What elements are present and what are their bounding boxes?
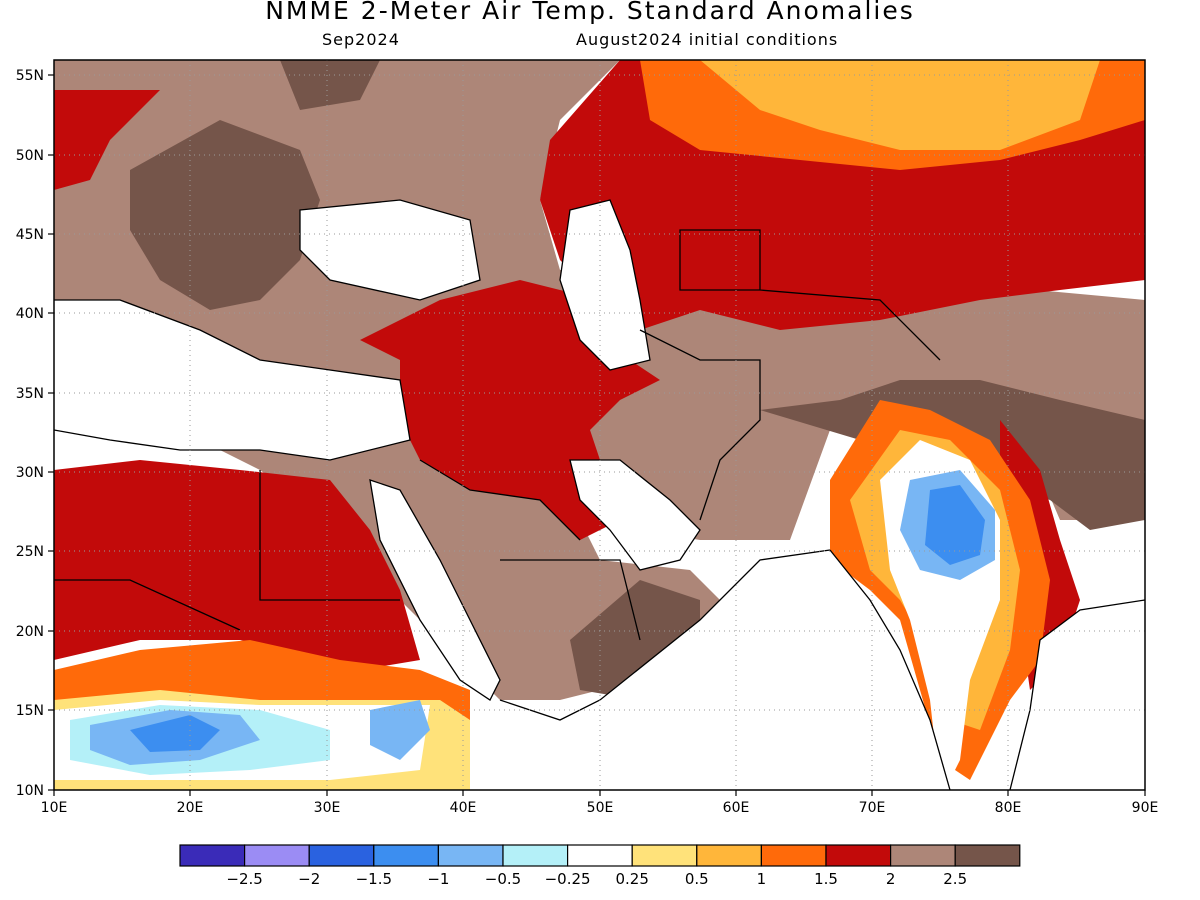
colorbar-label: −1.5 bbox=[356, 870, 392, 888]
lon-label: 90E bbox=[1132, 800, 1159, 816]
colorbar-label: −2.5 bbox=[226, 870, 262, 888]
colorbar-swatch bbox=[244, 844, 310, 867]
colorbar-swatch bbox=[179, 844, 246, 867]
colorbar-label: 1.5 bbox=[814, 870, 838, 888]
initial-conditions: August2024 initial conditions bbox=[576, 30, 839, 49]
colorbar-label: −2 bbox=[298, 870, 320, 888]
light-blue-ethiopia bbox=[370, 700, 430, 760]
lat-label: 50N bbox=[16, 148, 44, 164]
coast-india-west bbox=[829, 549, 951, 790]
colorbar-label: −1 bbox=[427, 870, 449, 888]
lat-label: 45N bbox=[16, 227, 44, 243]
colorbar-label: 2 bbox=[886, 870, 896, 888]
coastlines bbox=[54, 199, 1145, 790]
light-orange-kazakh bbox=[700, 60, 1100, 150]
lon-label: 80E bbox=[995, 800, 1022, 816]
colorbar-label: −0.25 bbox=[545, 870, 591, 888]
lat-label: 15N bbox=[16, 703, 44, 719]
border-arabia bbox=[419, 459, 641, 641]
colorbar-label: 2.5 bbox=[943, 870, 967, 888]
colorbar-swatch bbox=[631, 844, 698, 867]
lon-label: 60E bbox=[723, 800, 750, 816]
lon-label: 10E bbox=[41, 800, 68, 816]
colorbar-swatch bbox=[566, 844, 633, 867]
lat-label: 20N bbox=[16, 624, 44, 640]
dark-brown-north bbox=[280, 60, 380, 110]
blue-sahel bbox=[130, 715, 220, 752]
border-central-asia bbox=[679, 229, 941, 361]
lon-label: 30E bbox=[314, 800, 341, 816]
colorbar bbox=[179, 844, 1021, 867]
red-sahara bbox=[54, 460, 420, 670]
colorbar-swatch bbox=[437, 844, 504, 867]
lat-label: 35N bbox=[16, 386, 44, 402]
persian-gulf bbox=[570, 460, 700, 570]
colorbar-swatch bbox=[308, 844, 375, 867]
blue-india bbox=[925, 485, 985, 565]
latitude-labels: 55N 50N 45N 40N 35N 30N 25N 20N 15N 10N bbox=[16, 68, 44, 799]
red-europe-west bbox=[54, 90, 160, 190]
colorbar-swatch bbox=[502, 844, 569, 867]
lon-label: 70E bbox=[859, 800, 886, 816]
colorbar-swatch bbox=[954, 844, 1021, 867]
colorbar-swatch bbox=[373, 844, 439, 867]
border-iran bbox=[639, 329, 761, 521]
coast-mediterranean bbox=[54, 299, 411, 461]
lon-label: 20E bbox=[177, 800, 204, 816]
lat-label: 55N bbox=[16, 68, 44, 84]
colorbar-swatch bbox=[696, 844, 762, 867]
colorbar-swatch bbox=[825, 844, 892, 867]
colorbar-label: 0.25 bbox=[615, 870, 648, 888]
forecast-month: Sep2024 bbox=[322, 30, 400, 49]
coast-caspian bbox=[559, 199, 651, 371]
red-sea bbox=[370, 480, 500, 700]
graticule bbox=[54, 60, 1145, 790]
coast-india-east bbox=[1009, 599, 1145, 790]
coast-black-sea bbox=[299, 199, 481, 301]
colorbar-swatch bbox=[889, 844, 956, 867]
coast-arabia bbox=[499, 549, 831, 721]
longitude-labels: 10E 20E 30E 40E 50E 60E 70E 80E 90E bbox=[41, 800, 1159, 816]
lon-label: 40E bbox=[450, 800, 477, 816]
colorbar-label: −0.5 bbox=[485, 870, 521, 888]
black-sea bbox=[300, 200, 480, 300]
mediterranean-sea bbox=[54, 300, 410, 460]
coast-red-sea bbox=[369, 479, 501, 701]
lat-label: 40N bbox=[16, 306, 44, 322]
lon-label: 50E bbox=[587, 800, 614, 816]
axis-ticks bbox=[48, 74, 1146, 796]
dark-brown-europe bbox=[130, 120, 320, 310]
lat-label: 30N bbox=[16, 465, 44, 481]
bay-of-bengal bbox=[1010, 600, 1145, 790]
colorbar-labels: −2.5 −2 −1.5 −1 −0.5 −0.25 0.25 0.5 1 1.5 2 2.5 bbox=[226, 870, 967, 888]
map-title: NMME 2-Meter Air Temp. Standard Anomalie… bbox=[265, 0, 915, 25]
coast-persian-gulf bbox=[569, 459, 701, 571]
colorbar-swatch bbox=[760, 844, 827, 867]
lat-label: 25N bbox=[16, 544, 44, 560]
lat-label: 10N bbox=[16, 783, 44, 799]
colorbar-label: 0.5 bbox=[685, 870, 709, 888]
caspian-sea bbox=[560, 200, 650, 370]
colorbar-label: 1 bbox=[757, 870, 767, 888]
arabian-sea bbox=[520, 550, 950, 790]
border-sahara bbox=[54, 470, 400, 631]
